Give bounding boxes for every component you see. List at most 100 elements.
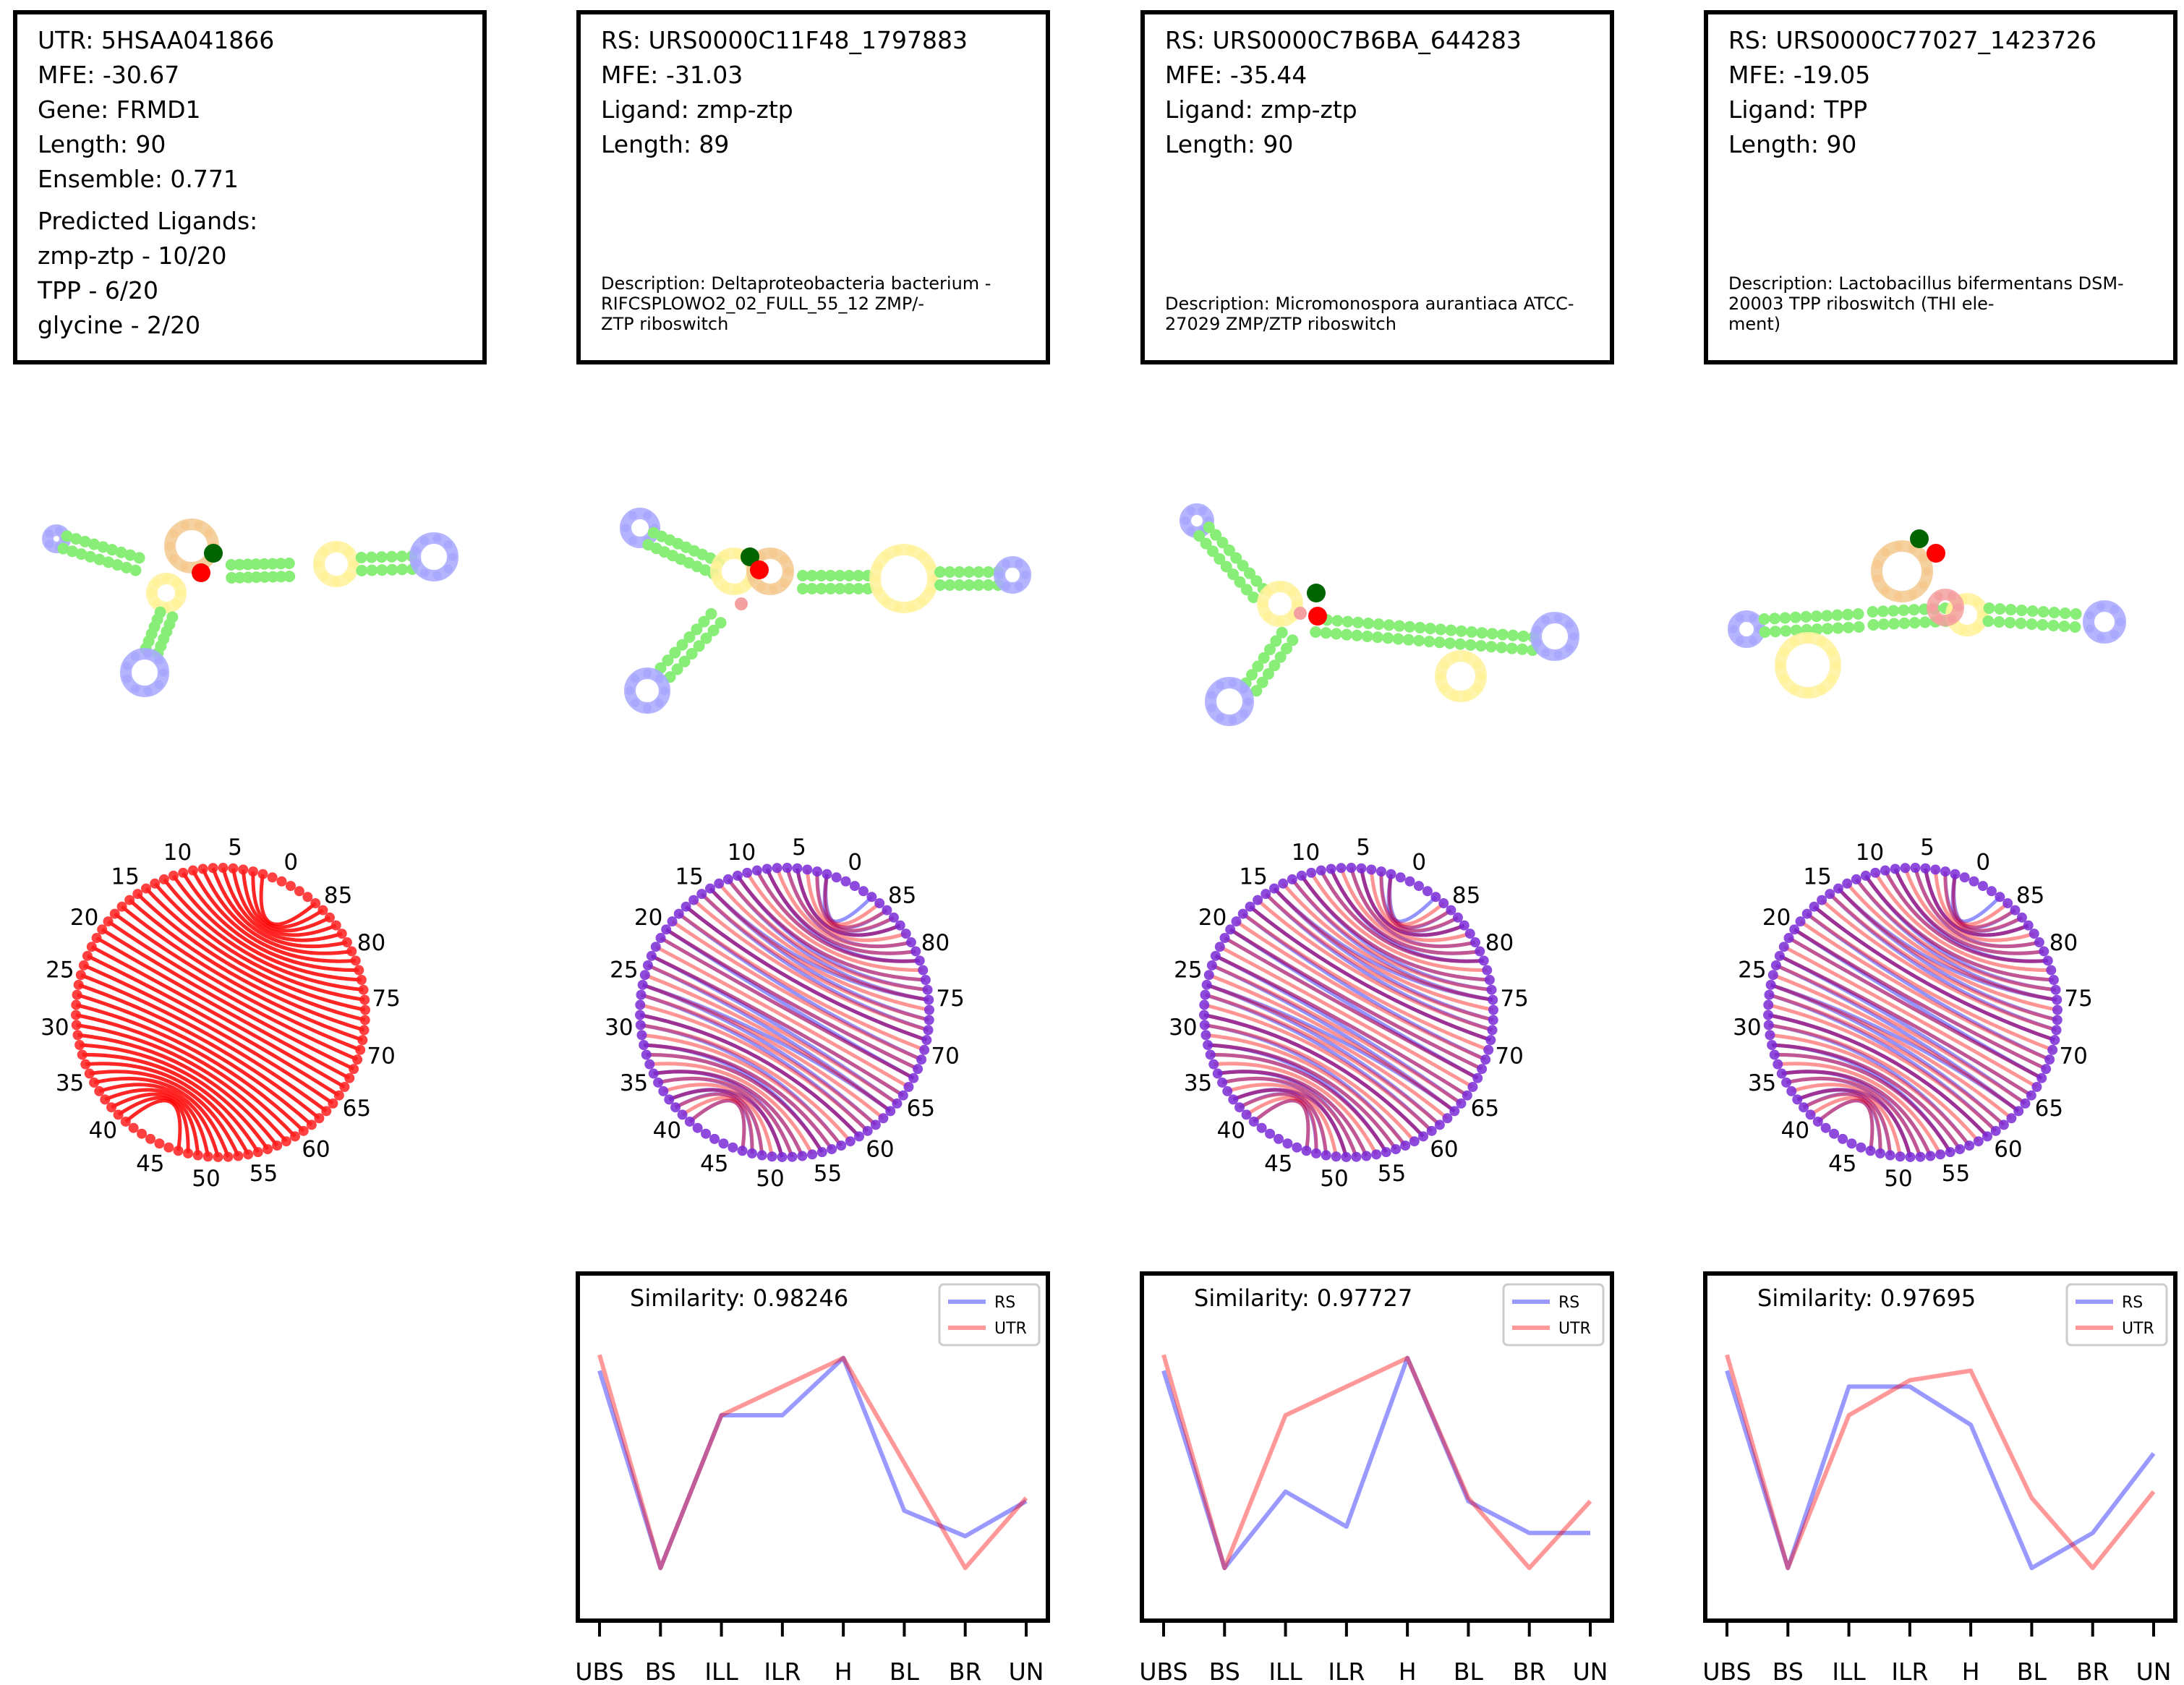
nucleotide <box>815 583 827 594</box>
nucleotide <box>756 582 766 592</box>
nucleotide-node <box>344 1072 355 1083</box>
nucleotide <box>698 615 710 628</box>
nucleotide-node <box>333 1090 344 1101</box>
rs-description: Description: Lactobacillus bifermentans … <box>1728 273 2124 334</box>
utr-base-pair-arc <box>823 874 881 926</box>
nucleotide-node <box>341 937 352 948</box>
nucleotide-node <box>644 1059 655 1070</box>
arc-tick-label: 20 <box>1198 905 1227 931</box>
series-line-utr <box>597 1354 1028 1571</box>
nucleotide-node <box>1995 892 2005 903</box>
nucleotide <box>1239 709 1248 718</box>
nucleotide-node <box>1838 1133 1848 1144</box>
arc-tick-label: 25 <box>1738 957 1766 983</box>
rs-id: RS: URS0000C11F48_1797883 <box>601 26 968 54</box>
nucleotide <box>1404 620 1416 633</box>
rs-base-pair-arc <box>1273 887 1494 1022</box>
nucleotide <box>1263 611 1273 620</box>
nucleotide <box>154 656 163 665</box>
rs-base-pair-arc <box>1864 874 2054 982</box>
rs-base-pair-arc <box>685 905 928 1042</box>
nucleotide-node <box>1472 1072 1483 1083</box>
nucleotide <box>1852 608 1864 620</box>
nucleotide-node <box>106 1102 117 1113</box>
nucleotide-node <box>1485 1035 1496 1046</box>
rs-base-pair-arc <box>765 868 916 955</box>
nucleotide <box>944 566 956 578</box>
nucleotide <box>1414 621 1426 634</box>
nucleotide-node <box>1371 1149 1382 1160</box>
nucleotide <box>654 674 664 683</box>
nucleotide-node <box>1860 870 1871 881</box>
nucleotide-node <box>854 1131 865 1142</box>
arc-tick-label: 15 <box>111 864 139 890</box>
profile-chart-rs-2: UBS BS ILL ILR H BL BR UN Similarity: 0.97727 RS U… <box>1139 1271 1614 1685</box>
rs-base-pair-arc <box>735 874 926 982</box>
nucleotide-node <box>870 1119 881 1130</box>
utr-base-pair-arc <box>1211 963 1462 1105</box>
arc-tick-label: 70 <box>367 1044 395 1070</box>
rs-base-pair-arc <box>1778 954 2026 1105</box>
nucleotide-node <box>916 1054 927 1065</box>
nucleotide-node <box>797 1151 808 1161</box>
utr-base-pair-arc <box>726 878 928 992</box>
rs-base-pair-arc <box>1379 871 1459 933</box>
nucleotide <box>1247 591 1260 603</box>
nucleotide <box>1908 589 1917 599</box>
nucleotide-node <box>145 1133 156 1144</box>
nucleotide <box>143 649 153 659</box>
nucleotide <box>166 542 174 550</box>
utr-base-pair-arc <box>1349 867 1471 942</box>
rs-base-pair-arc <box>1767 1013 1989 1138</box>
nucleotide <box>420 536 429 545</box>
utr-base-pair-arc <box>674 1092 764 1156</box>
nucleotide <box>1867 618 1880 631</box>
nucleotide-node <box>74 1039 85 1050</box>
nucleotide-node <box>1228 1094 1239 1105</box>
nucleotide-node <box>1346 863 1357 874</box>
nucleotide <box>1015 581 1023 591</box>
nucleotide-node <box>836 1140 847 1151</box>
nucleotide <box>691 623 703 636</box>
end-marker <box>1308 607 1327 626</box>
nucleotide <box>432 571 442 580</box>
nucleotide-node <box>1925 1151 1936 1161</box>
rs-base-pair-arc <box>1923 868 2029 937</box>
arc-tick-label: 65 <box>907 1096 935 1122</box>
arc-tick-label: 20 <box>1762 905 1791 931</box>
nucleotide-node <box>1287 874 1297 884</box>
rs-base-pair-arc <box>1837 887 2057 1002</box>
nucleotide-node <box>243 1149 254 1160</box>
rs-base-pair-arc <box>765 868 920 963</box>
rs-base-pair-arc <box>1806 912 2051 1062</box>
arc-tick-label: 0 <box>283 850 298 876</box>
nucleotide-node <box>77 1049 88 1060</box>
nucleotide-node <box>168 870 179 881</box>
nucleotide-node <box>2020 1098 2031 1109</box>
nucleotide-node <box>2002 898 2013 909</box>
nucleotide <box>234 571 246 584</box>
nucleotide <box>1230 552 1242 564</box>
rs-base-pair-arc <box>1300 874 1492 992</box>
nucleotide <box>1240 584 1253 596</box>
nucleotide-node <box>1456 1098 1467 1109</box>
nucleotide-node <box>1488 994 1498 1005</box>
nucleotide <box>275 558 287 570</box>
nucleotide <box>715 617 727 629</box>
arc-tick-label: 50 <box>1884 1166 1912 1192</box>
nucleotide <box>2086 624 2095 634</box>
rs-mfe: MFE: -31.03 <box>601 61 743 89</box>
rs-base-pair-arc <box>639 1013 861 1138</box>
nucleotide <box>1228 678 1237 688</box>
nucleotide <box>194 521 203 530</box>
nucleotide <box>133 552 145 564</box>
nucleotide <box>1228 715 1237 725</box>
nucleotide-node <box>218 863 229 874</box>
nucleotide-node <box>1442 1113 1453 1124</box>
series-line-utr <box>1725 1354 2156 1571</box>
utr-mfe: MFE: -30.67 <box>38 61 180 89</box>
nucleotide-node <box>1783 932 1794 943</box>
nucleotide-node <box>1438 898 1449 909</box>
nucleotide <box>824 583 837 594</box>
